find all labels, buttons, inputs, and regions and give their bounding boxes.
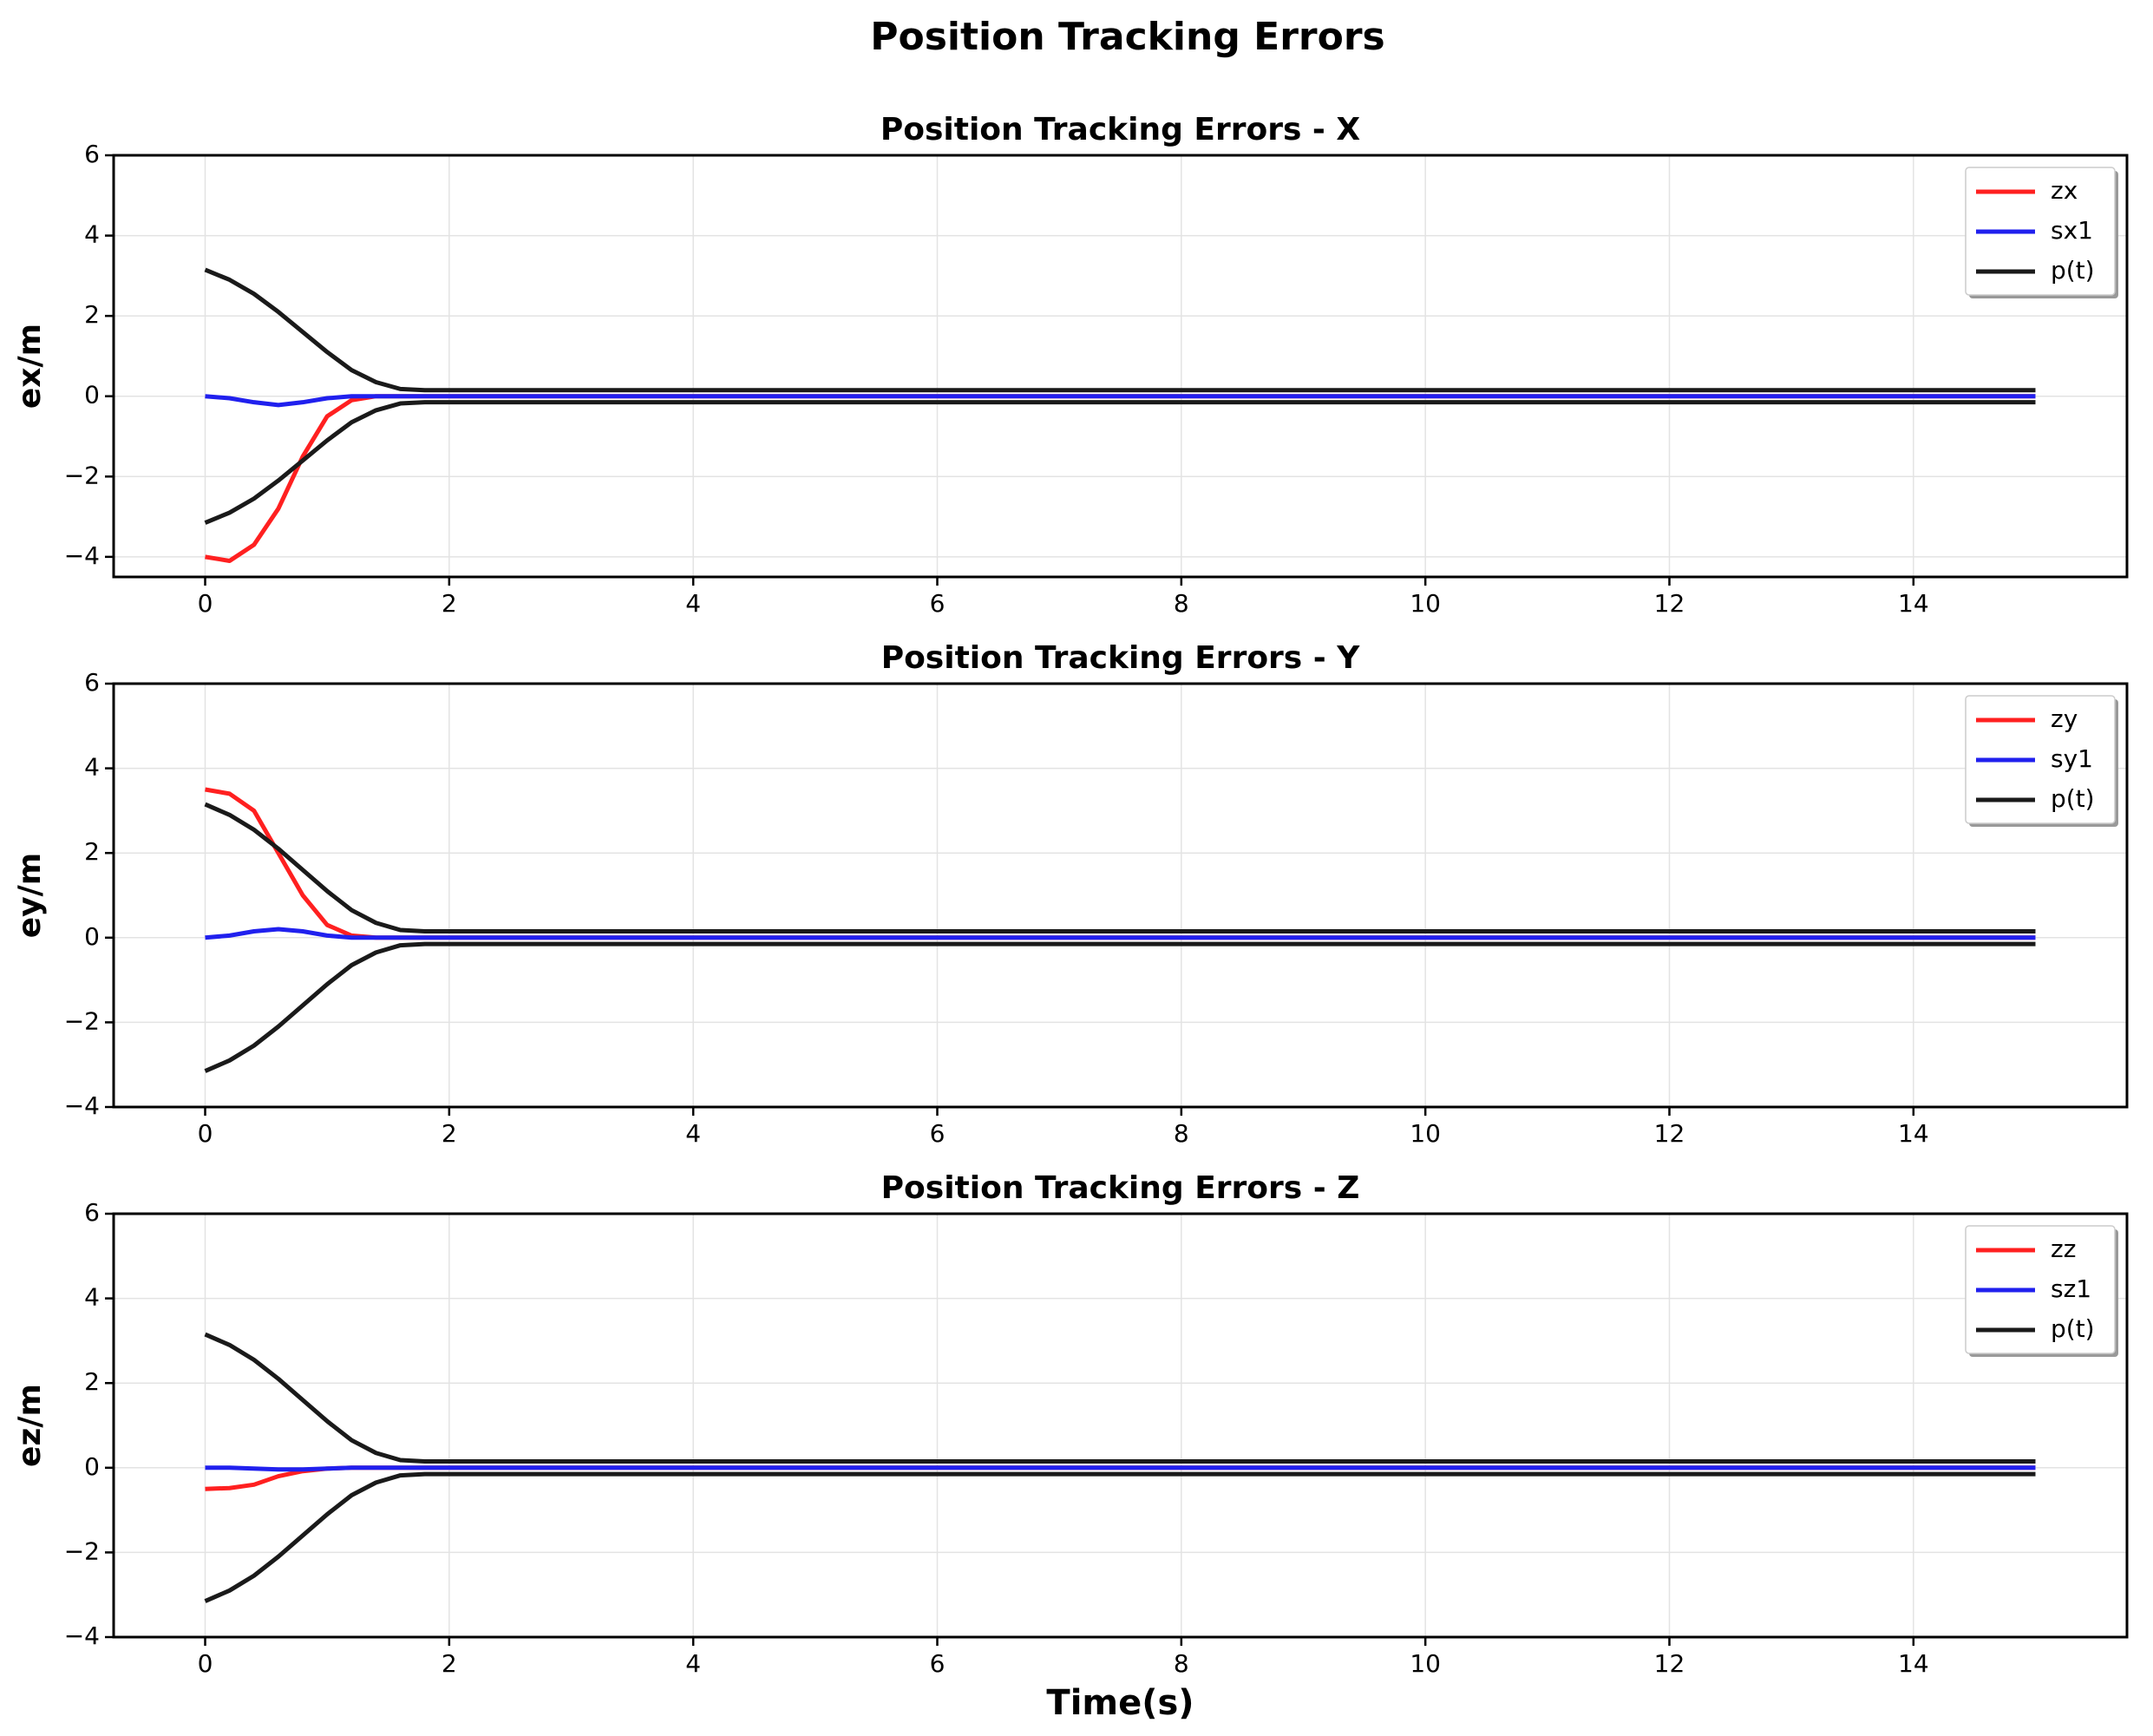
x-tick-label: 2 <box>442 589 457 618</box>
y-tick-label: 4 <box>84 1283 100 1312</box>
legend <box>1965 695 2116 824</box>
y-tick-label: −2 <box>64 1536 100 1565</box>
plot-frame <box>112 1212 2129 1639</box>
x-tick-label: 0 <box>198 589 213 618</box>
y-tick-label: −2 <box>64 1006 100 1035</box>
plot-frame <box>112 682 2129 1109</box>
y-tick-label: 2 <box>84 837 100 866</box>
legend <box>1965 167 2116 296</box>
data-line <box>204 1471 2036 1603</box>
data-line <box>204 400 2036 525</box>
y-tick-label: 6 <box>84 668 100 697</box>
data-line <box>204 941 2036 1073</box>
x-tick-label: 12 <box>1654 1119 1685 1148</box>
plot-frame <box>112 154 2129 579</box>
y-tick-label: 0 <box>84 922 100 951</box>
legend-label: p(t) <box>2051 1314 2095 1343</box>
x-tick-label: 0 <box>198 1649 213 1678</box>
figure-title: Position Tracking Errors <box>870 15 1384 59</box>
x-tick-label: 8 <box>1174 589 1189 618</box>
y-tick-label: −2 <box>64 461 100 489</box>
x-tick-label: 8 <box>1174 1649 1189 1678</box>
x-tick-label: 14 <box>1898 589 1929 618</box>
legend-label: p(t) <box>2051 256 2095 285</box>
x-tick-label: 6 <box>930 1649 946 1678</box>
y-tick-label: 2 <box>84 1367 100 1396</box>
y-tick-label: −4 <box>64 1621 100 1650</box>
legend-label: p(t) <box>2051 784 2095 813</box>
x-tick-label: 2 <box>442 1649 457 1678</box>
legend-label: sz1 <box>2051 1274 2091 1303</box>
x-axis-label: Time(s) <box>1046 1683 1194 1723</box>
x-tick-label: 10 <box>1410 1119 1441 1148</box>
x-tick-label: 4 <box>685 1649 701 1678</box>
subplot: 0 2 4 6 8 10 12 14 −4 −2 0 2 4 6 Position Tracking Err… <box>12 640 2129 1148</box>
subplot: 0 2 4 6 8 10 12 14 −4 −2 0 2 4 6 Position Tracking Err… <box>12 112 2129 618</box>
y-tick-label: 4 <box>84 220 100 249</box>
x-tick-label: 8 <box>1174 1119 1189 1148</box>
subplot-title: Position Tracking Errors - Y <box>881 640 1361 676</box>
x-tick-label: 2 <box>442 1119 457 1148</box>
x-tick-label: 10 <box>1410 589 1441 618</box>
subplot: 0 2 4 6 8 10 12 14 −4 −2 0 2 4 6 Position Tracking Err… <box>12 1170 2129 1723</box>
y-tick-label: 2 <box>84 300 100 329</box>
x-tick-label: 0 <box>198 1119 213 1148</box>
subplot-title: Position Tracking Errors - Z <box>881 1170 1360 1206</box>
data-line <box>204 802 2036 934</box>
x-tick-label: 4 <box>685 589 701 618</box>
y-tick-label: 6 <box>84 1198 100 1227</box>
legend-label: sx1 <box>2051 216 2093 245</box>
x-tick-label: 6 <box>930 589 946 618</box>
legend-label: zz <box>2051 1235 2076 1263</box>
y-tick-label: 0 <box>84 381 100 409</box>
x-tick-label: 14 <box>1898 1649 1929 1678</box>
legend <box>1965 1225 2116 1354</box>
x-tick-label: 12 <box>1654 589 1685 618</box>
legend-label: zx <box>2051 176 2078 205</box>
y-tick-label: −4 <box>64 1091 100 1120</box>
x-tick-label: 14 <box>1898 1119 1929 1148</box>
x-tick-label: 4 <box>685 1119 701 1148</box>
y-axis-label: ez/m <box>12 1384 48 1467</box>
data-line <box>205 1465 2036 1472</box>
y-tick-label: −4 <box>64 541 100 570</box>
subplot-title: Position Tracking Errors - X <box>880 112 1361 147</box>
y-tick-label: 0 <box>84 1452 100 1481</box>
data-line <box>205 927 2036 940</box>
y-tick-label: 6 <box>84 140 100 168</box>
legend-label: sy1 <box>2051 744 2093 773</box>
x-tick-label: 10 <box>1410 1649 1441 1678</box>
y-axis-label: ex/m <box>12 324 48 409</box>
data-line <box>205 394 2036 408</box>
data-line <box>204 267 2036 393</box>
y-tick-label: 4 <box>84 753 100 782</box>
data-line <box>204 1332 2036 1464</box>
x-tick-label: 12 <box>1654 1649 1685 1678</box>
x-tick-label: 6 <box>930 1119 946 1148</box>
legend-label: zy <box>2051 704 2078 733</box>
y-axis-label: ey/m <box>12 853 48 939</box>
